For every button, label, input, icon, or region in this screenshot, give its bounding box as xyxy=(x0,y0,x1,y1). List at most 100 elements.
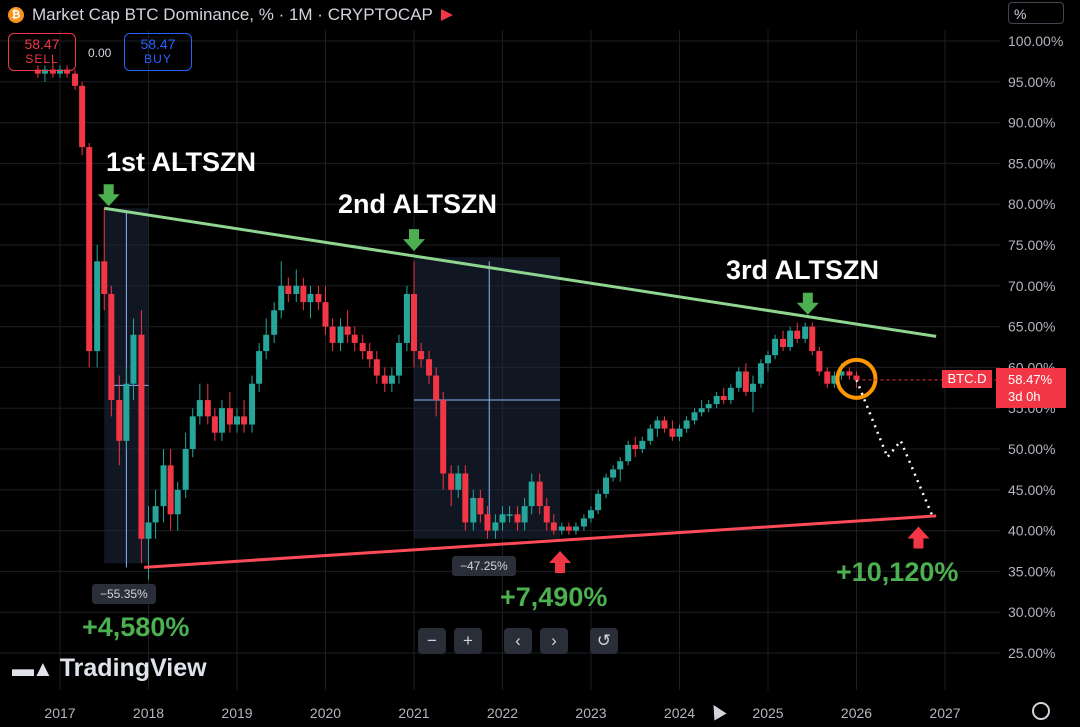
flag-icon[interactable] xyxy=(440,9,453,21)
candle-body xyxy=(41,69,48,74)
candle-body xyxy=(440,400,447,474)
candle-body xyxy=(249,383,256,425)
candle-body xyxy=(418,351,425,360)
candle-body xyxy=(241,416,248,425)
candle-body xyxy=(809,326,816,352)
highlight-circle xyxy=(835,357,878,400)
scroll-right-button[interactable]: › xyxy=(540,628,568,654)
candle-body xyxy=(395,342,402,376)
candle-body xyxy=(470,497,477,523)
second-altszn-label: 2nd ALTSZN xyxy=(338,189,497,219)
candle-body xyxy=(278,285,285,311)
candle-body xyxy=(300,285,307,303)
chart-header: ₿ Market Cap BTC Dominance, % · 1M · CRY… xyxy=(8,4,453,26)
candle-body xyxy=(234,416,240,425)
candle-body xyxy=(315,293,322,303)
candle-body xyxy=(307,293,314,303)
candle-body xyxy=(211,416,218,433)
tradingview-logo[interactable]: ▬▲ TradingView xyxy=(12,654,207,683)
tradingview-logo-text: TradingView xyxy=(59,654,207,682)
candle-body xyxy=(351,334,358,343)
candle-body xyxy=(448,473,455,490)
candle-body xyxy=(337,326,344,343)
candle-body xyxy=(580,518,587,527)
second-altszn-arrow xyxy=(403,229,425,252)
candle-body xyxy=(794,330,801,339)
candle-body xyxy=(359,342,366,352)
x-tick-label: 2022 xyxy=(487,705,518,721)
buy-label: BUY xyxy=(144,52,172,66)
candle-body xyxy=(455,473,462,490)
candle-body xyxy=(271,310,278,335)
candle-body xyxy=(388,375,395,384)
y-tick-label: 95.00% xyxy=(1008,74,1055,90)
candle-body xyxy=(344,326,351,335)
candle-body xyxy=(846,371,853,376)
unit-selector[interactable]: % xyxy=(1008,2,1064,24)
candle-body xyxy=(595,493,602,511)
candle-body xyxy=(218,408,225,433)
y-tick-label: 30.00% xyxy=(1008,604,1055,620)
third-altszn-arrow xyxy=(796,292,819,315)
candle-body xyxy=(816,351,823,372)
bitcoin-icon: ₿ xyxy=(8,7,24,23)
last-price-value: 58.47% xyxy=(1008,372,1053,387)
candle-body xyxy=(831,375,838,384)
sell-button[interactable]: 58.47 SELL xyxy=(8,33,76,71)
candle-body xyxy=(676,428,683,437)
x-tick-label: 2027 xyxy=(929,705,960,721)
candle-body xyxy=(160,465,167,507)
x-tick-label: 2018 xyxy=(133,705,164,721)
candle-body xyxy=(772,338,779,356)
candle-body xyxy=(484,514,491,531)
y-tick-label: 75.00% xyxy=(1008,237,1055,253)
candle-body xyxy=(536,481,543,507)
candle-body xyxy=(145,522,152,539)
candle-body xyxy=(226,408,233,425)
zoom-in-button[interactable]: + xyxy=(454,628,482,654)
y-tick-label: 100.00% xyxy=(1008,33,1063,49)
bottom-second-arrow xyxy=(549,551,572,573)
candle-body xyxy=(123,383,130,441)
candle-body xyxy=(373,359,380,376)
symbol-tag: BTC.D xyxy=(942,370,992,388)
scroll-left-button[interactable]: ‹ xyxy=(504,628,532,654)
candle-body xyxy=(506,514,513,516)
candle-body xyxy=(130,334,137,384)
reset-chart-button[interactable]: ↺ xyxy=(590,628,618,654)
candle-body xyxy=(49,69,56,74)
settings-gear-icon[interactable] xyxy=(1032,702,1050,720)
candle-body xyxy=(263,334,270,352)
candle-body xyxy=(669,428,676,437)
buy-button[interactable]: 58.47 BUY xyxy=(124,33,192,71)
y-tick-label: 50.00% xyxy=(1008,441,1055,457)
candle-body xyxy=(285,285,292,294)
lower-trendline xyxy=(143,514,937,569)
candle-body xyxy=(780,338,787,347)
candle-body xyxy=(322,302,329,327)
candle-body xyxy=(329,326,336,343)
x-tick-label: 2023 xyxy=(575,705,606,721)
candle-body xyxy=(802,326,809,339)
candle-body xyxy=(698,408,705,413)
candle-body xyxy=(661,420,668,429)
candle-body xyxy=(610,469,617,478)
candle-body xyxy=(705,404,712,409)
candle-body xyxy=(742,371,749,392)
y-tick-label: 40.00% xyxy=(1008,523,1055,539)
candle-body xyxy=(167,465,174,515)
candle-body xyxy=(603,477,610,494)
candle-body xyxy=(654,420,661,429)
candle-body xyxy=(765,355,771,364)
zoom-out-button[interactable]: − xyxy=(418,628,446,654)
spread-value: 0.00 xyxy=(88,46,112,60)
candle-body xyxy=(691,412,698,421)
third-altszn-label: 3rd ALTSZN xyxy=(726,255,879,285)
candle-body xyxy=(57,69,63,74)
candle-body xyxy=(492,522,499,531)
candle-body xyxy=(720,395,727,401)
x-tick-label: 2019 xyxy=(221,705,252,721)
chart-controls: − + ‹ › ↺ xyxy=(418,628,618,654)
first-altszn-label: 1st ALTSZN xyxy=(106,147,257,177)
